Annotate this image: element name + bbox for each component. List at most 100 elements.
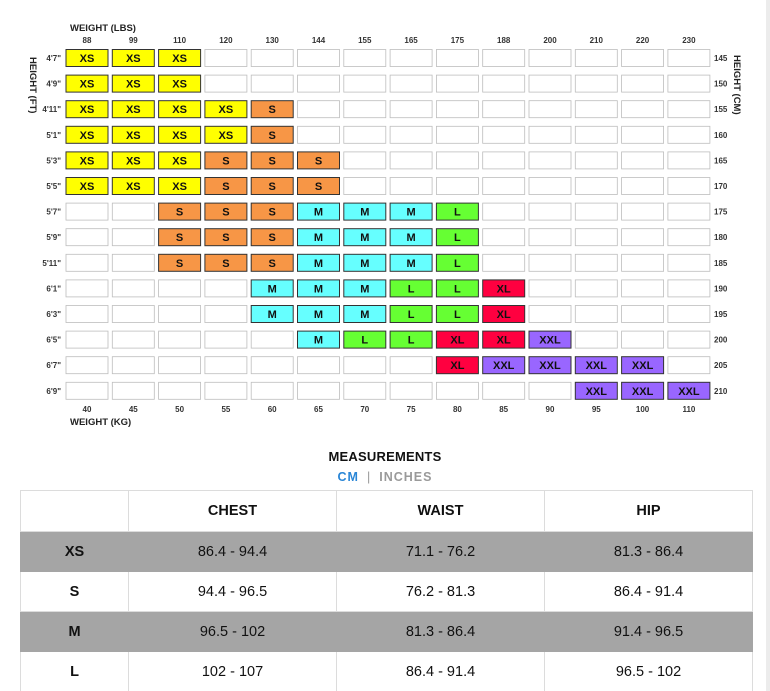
cm-tick-label: 195: [714, 310, 728, 319]
size-grid-cell-label: L: [454, 283, 461, 295]
size-grid-cell: [574, 279, 618, 298]
size-grid-cell: [621, 330, 664, 349]
hip-cell: 86.4 - 91.4: [544, 571, 753, 612]
size-grid-cell-label: S: [269, 207, 276, 219]
size-grid-cell: [482, 151, 526, 170]
size-grid-cell: [158, 305, 202, 323]
chest-cell: 86.4 - 94.4: [128, 531, 337, 572]
size-grid-cell: [435, 305, 479, 323]
kg-tick-label: 50: [175, 405, 184, 414]
size-grid-cell: [389, 330, 433, 349]
size-grid-cell: [297, 228, 340, 247]
size-grid-cell: [435, 125, 479, 144]
size-grid-cell: [621, 356, 665, 375]
height-ft-label: HEIGHT (FT): [27, 57, 38, 113]
size-grid-cell: [250, 253, 294, 272]
size-grid-cell: [297, 202, 340, 221]
size-grid-cell-label: L: [454, 207, 461, 219]
size-grid-cell: [65, 74, 109, 93]
size-grid-cell: [574, 381, 618, 400]
size-grid-cell-label: XS: [80, 53, 95, 65]
size-grid-cell: [389, 253, 433, 272]
size-grid-cell: [574, 125, 618, 144]
size-grid-cell-label: XS: [80, 104, 95, 116]
size-grid-cell: [65, 151, 109, 170]
size-grid-cell: [297, 100, 340, 119]
header-size: [20, 490, 129, 532]
size-grid-cell: [435, 228, 479, 247]
size-grid-cell-label: M: [314, 258, 323, 270]
size-grid-cell: [389, 177, 433, 195]
header-waist: WAIST: [336, 490, 545, 532]
scrollbar-track[interactable]: [766, 0, 770, 691]
size-grid-cell: [204, 279, 248, 298]
size-grid-cell: [667, 100, 711, 119]
size-grid-cell: [482, 330, 526, 349]
cm-tick-label: 205: [714, 361, 728, 370]
ft-tick-label: 6'5": [46, 336, 61, 345]
hip-cell: 96.5 - 102: [544, 651, 753, 691]
size-grid-cell: [158, 49, 202, 67]
size-grid-cell: [250, 381, 294, 400]
size-grid-cell: [528, 202, 572, 221]
size-grid-cell-label: S: [269, 232, 276, 244]
size-grid-cell: [111, 356, 155, 375]
size-grid-cell: [482, 125, 526, 144]
size-grid-cell-label: M: [360, 283, 369, 295]
size-grid-cell: [158, 228, 202, 247]
cm-tick-label: 175: [714, 208, 728, 217]
hip-cell: 81.3 - 86.4: [544, 531, 753, 572]
size-grid-cell: [482, 253, 526, 272]
kg-tick-label: 60: [268, 405, 277, 414]
size-grid-cell-label: S: [222, 207, 229, 219]
size-grid-cell-label: XS: [219, 104, 234, 116]
size-grid-cell-label: S: [269, 258, 276, 270]
size-grid-cell-label: M: [314, 232, 323, 244]
size-grid-cell: [528, 356, 572, 375]
lbs-tick-label: 230: [682, 36, 696, 45]
table-row: M 96.5 - 102 81.3 - 86.4 91.4 - 96.5: [20, 611, 753, 652]
size-grid-cell-label: M: [360, 207, 369, 219]
size-grid-cell: [482, 177, 526, 195]
size-cell: L: [20, 651, 129, 691]
size-grid-cell: [435, 74, 479, 93]
size-grid-cell-label: XS: [80, 155, 95, 167]
size-grid-cell-label: S: [222, 258, 229, 270]
size-grid-cell-label: XS: [80, 130, 95, 142]
size-grid-cell-label: M: [360, 232, 369, 244]
size-grid-cell: [389, 305, 433, 323]
size-grid-cell: [528, 228, 572, 247]
size-grid-cell: [574, 74, 618, 93]
size-grid-cell: [65, 356, 109, 375]
unit-cm-button[interactable]: CM: [337, 470, 359, 484]
size-grid-cell: [621, 100, 664, 119]
size-grid-cell-label: XXL: [632, 386, 654, 398]
table-row: L 102 - 107 86.4 - 91.4 96.5 - 102: [20, 651, 753, 691]
size-grid-cell-label: XS: [172, 155, 187, 167]
size-grid-cell: [250, 228, 294, 247]
size-grid-cell: [435, 100, 479, 119]
size-grid-cell: [482, 356, 526, 375]
size-grid-cell: [667, 228, 711, 247]
lbs-tick-label: 165: [404, 36, 418, 45]
size-grid-cell: [389, 279, 433, 298]
size-grid-cell: [111, 228, 155, 247]
unit-inches-button[interactable]: INCHES: [379, 470, 433, 484]
weight-kg-label: WEIGHT (KG): [70, 417, 131, 428]
kg-tick-label: 90: [546, 405, 555, 414]
size-grid-cell: [574, 49, 618, 67]
size-grid-cell-label: S: [269, 104, 276, 116]
size-grid-cell: [435, 202, 479, 221]
lbs-tick-label: 99: [129, 36, 138, 45]
size-grid-cell-label: XXL: [586, 360, 608, 372]
size-grid-cell: [111, 151, 155, 170]
size-grid-cell: [389, 356, 433, 375]
size-grid-cell-label: M: [314, 283, 323, 295]
size-grid-cell-label: XL: [497, 283, 511, 295]
ft-tick-label: 6'9": [46, 387, 61, 396]
measurements-title: MEASUREMENTS: [328, 449, 442, 464]
size-grid-cell-label: XS: [219, 130, 234, 142]
size-grid-cell: [667, 151, 711, 170]
cm-tick-label: 200: [714, 336, 728, 345]
size-grid-cell: [621, 125, 664, 144]
